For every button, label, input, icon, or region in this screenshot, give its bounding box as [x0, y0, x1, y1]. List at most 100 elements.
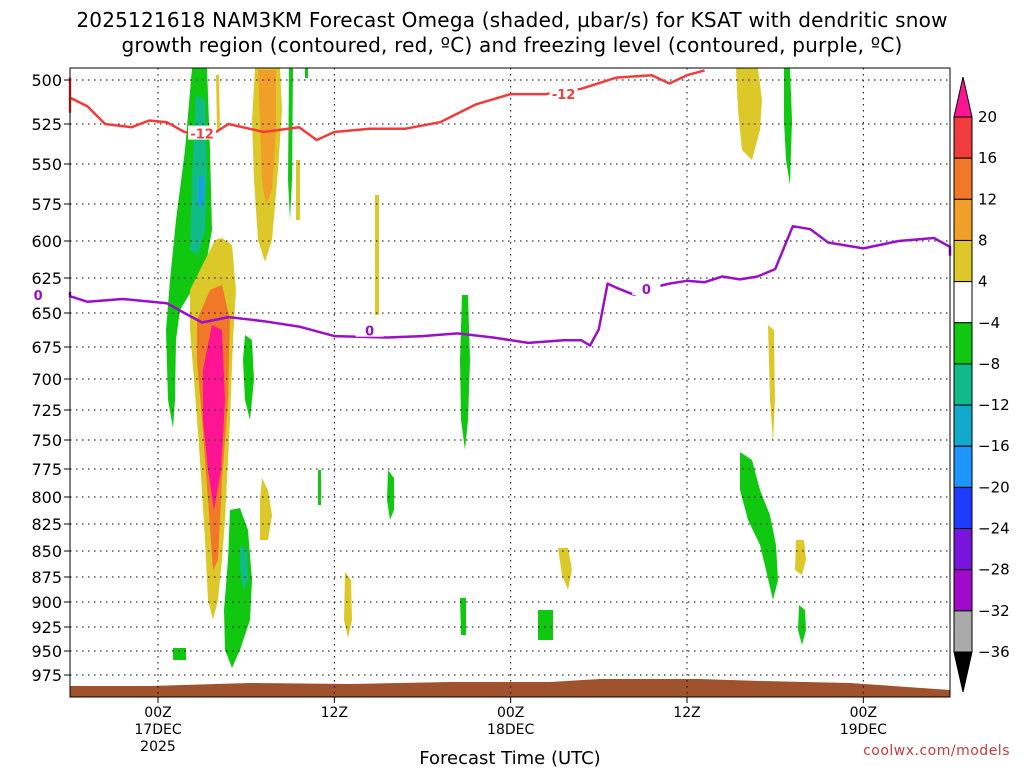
freezing-contour-label-bg [355, 322, 384, 337]
colorbar-top-triangle [953, 76, 973, 118]
colorbar-label: 16 [978, 149, 997, 167]
x-tick-label: 00Z [497, 705, 524, 721]
colorbar: 20 16 12 8 4 −4 −8 −12 −16 −20 −24 −28 −32 −36 [953, 76, 1010, 693]
y-tick-label: 950 [31, 642, 62, 661]
dgz-contour-label: -12 [190, 128, 214, 143]
omega-region-lower-green-a [224, 508, 252, 668]
dgz-contour-label: -12 [552, 88, 576, 103]
x-tick-label: 12Z [673, 705, 700, 721]
omega-region-thin-green-b [305, 68, 308, 78]
y-tick-label: 725 [31, 401, 62, 420]
plot-frame [69, 67, 951, 698]
y-tick-label: 925 [31, 618, 62, 637]
y-tick-label: 675 [31, 338, 62, 357]
colorbar-box [953, 198, 973, 241]
omega-region-right-green-b [740, 452, 778, 600]
colorbar-label: 8 [978, 231, 988, 249]
omega-region-right-green-a [784, 68, 792, 185]
colorbar-box [953, 116, 973, 159]
omega-region-mid-green-c [318, 470, 321, 505]
x-tick-label: 00Z [144, 705, 171, 721]
colorbar-box [953, 363, 973, 406]
x-tick-label: 12Z [321, 705, 348, 721]
omega-region-thin-green-a [288, 68, 293, 220]
y-tick-label: 700 [31, 370, 62, 389]
colorbar-box [953, 239, 973, 283]
colorbar-box [953, 569, 973, 612]
x-axis-title: Forecast Time (UTC) [419, 748, 600, 768]
omega-region-mid-green-d [387, 470, 394, 520]
omega-region-blue-core [199, 175, 203, 206]
x-tick-date: 17DEC [134, 722, 181, 738]
y-tick-label: 625 [31, 269, 62, 288]
y-tick-label: 750 [31, 431, 62, 450]
x-tick-date: 18DEC [487, 722, 534, 738]
colorbar-label: −28 [978, 561, 1010, 579]
colorbar-box [953, 445, 973, 488]
x-tick-date: 19DEC [840, 722, 887, 738]
colorbar-label: −8 [978, 355, 1000, 373]
colorbar-label: −32 [978, 602, 1010, 620]
omega-region-lower-yellow-b [558, 548, 572, 590]
chart-title-line-1: 2025121618 NAM3KM Forecast Omega (shaded… [76, 8, 948, 32]
freezing-contour-label-bg [24, 286, 53, 301]
colorbar-box [953, 528, 973, 571]
chart-title-line-2: growth region (contoured, red, ºC) and f… [121, 33, 903, 57]
freezing-contour-label: 0 [365, 325, 374, 340]
y-tick-label: 900 [31, 593, 62, 612]
freezing-contour-label: 0 [642, 283, 651, 298]
colorbar-label: −24 [978, 520, 1010, 538]
omega-region-lower-green-b [173, 648, 186, 660]
colorbar-label: 4 [978, 273, 988, 291]
omega-region-thin-yellow-b [375, 195, 379, 315]
y-tick-label: 650 [31, 304, 62, 323]
colorbar-box [953, 281, 973, 324]
y-tick-label: 525 [31, 115, 62, 134]
omega-region-lower-green-d [538, 610, 553, 640]
y-tick-label: 975 [31, 666, 62, 685]
freezing-contour-label-bg [632, 281, 661, 296]
omega-region-lower-teal [240, 545, 248, 590]
omega-region-thin-yellow-c [296, 160, 300, 220]
colorbar-bottom-triangle [953, 651, 973, 693]
y-tick-label: 825 [31, 515, 62, 534]
colorbar-box [953, 404, 973, 447]
credit-text: coolwx.com/models [863, 743, 1010, 759]
ground-terrain [70, 679, 950, 697]
omega-region-lower-yellow-a [344, 572, 352, 638]
contours: -12 -12 0 0 0 [24, 69, 952, 347]
colorbar-label: −12 [978, 396, 1010, 414]
omega-shading [166, 68, 806, 668]
colorbar-label: −4 [978, 314, 1000, 332]
y-tick-label: 500 [31, 71, 62, 90]
colorbar-box [953, 322, 973, 365]
colorbar-label: −20 [978, 478, 1010, 496]
y-tick-label: 575 [31, 195, 62, 214]
y-tick-label: 600 [31, 232, 62, 251]
y-tick-label: 875 [31, 568, 62, 587]
dgz-contour-line [68, 69, 705, 142]
colorbar-label: 20 [978, 108, 997, 126]
freezing-contour-label: 0 [34, 289, 43, 304]
omega-region-mid-green-b [460, 295, 470, 450]
y-tick-label: 850 [31, 542, 62, 561]
freezing-level-contour-line [68, 224, 952, 347]
y-tick-label: 550 [31, 155, 62, 174]
colorbar-label: 12 [978, 190, 997, 208]
dgz-contour-label-bg [549, 86, 578, 101]
colorbar-label: −16 [978, 437, 1010, 455]
y-tick-label: 775 [31, 460, 62, 479]
omega-region-thin-yellow-a [216, 75, 220, 130]
colorbar-label: −36 [978, 643, 1010, 661]
omega-region-magenta-core [203, 325, 225, 510]
colorbar-box [953, 157, 973, 200]
omega-region-mid-green-a [243, 335, 254, 420]
omega-region-right-green-c [798, 605, 806, 645]
omega-region-right-yellow-b [768, 325, 775, 442]
y-axis: 500 525 550 575 600 625 650 675 700 725 750 775 800 8… [31, 71, 70, 685]
x-tick-label: 00Z [850, 705, 877, 721]
omega-region-mid-yellow-a [260, 478, 272, 540]
grid-lines [70, 68, 950, 697]
